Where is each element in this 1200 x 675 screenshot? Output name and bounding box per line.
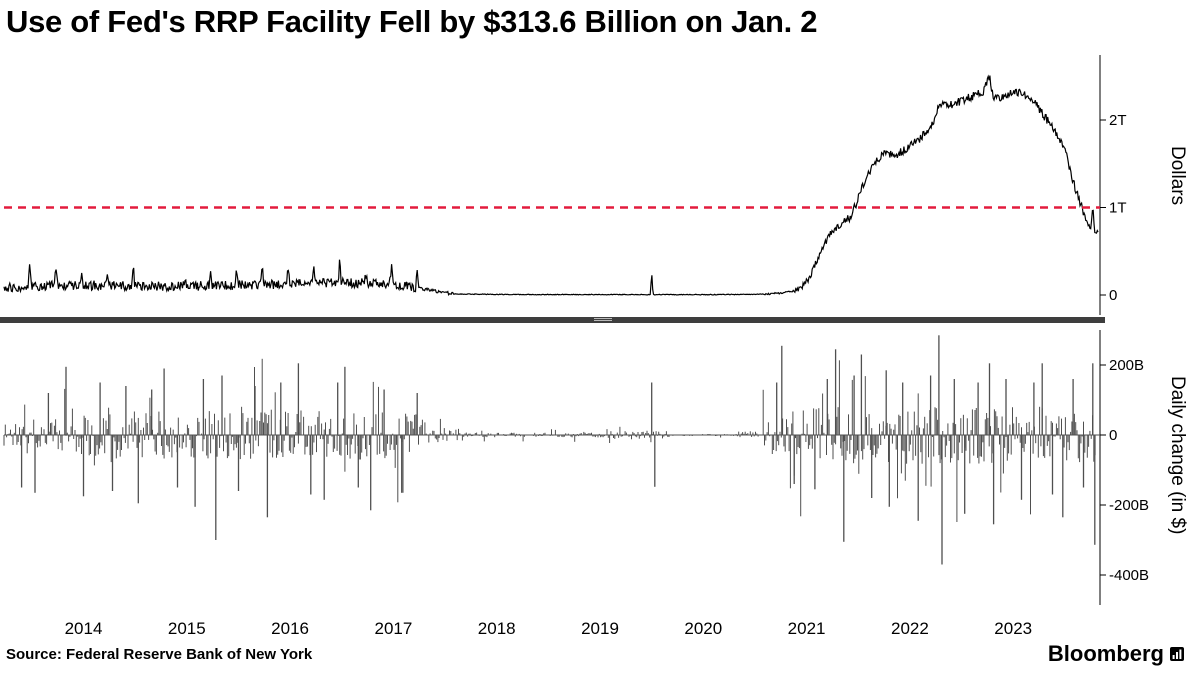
y-tick-label: 2T <box>1109 112 1127 129</box>
y-tick-label: 0 <box>1109 427 1117 444</box>
x-tick-label: 2023 <box>994 619 1032 638</box>
rrp-usage-line <box>3 74 1099 296</box>
x-tick-label: 2014 <box>65 619 103 638</box>
y-tick-label: -400B <box>1109 567 1149 584</box>
x-tick-label: 2019 <box>581 619 619 638</box>
y-tick-label: -200B <box>1109 497 1149 514</box>
x-tick-label: 2016 <box>271 619 309 638</box>
source-credit: Source: Federal Reserve Bank of New York <box>6 646 313 663</box>
y-tick-label: 0 <box>1109 287 1117 304</box>
x-tick-label: 2020 <box>684 619 722 638</box>
pane-divider-handle[interactable] <box>594 318 612 319</box>
x-tick-label: 2017 <box>374 619 412 638</box>
y-axes: 2T 1T 0 200B 0 -200B -400B <box>1099 55 1149 605</box>
y-axis-label-dollars: Dollars <box>1167 146 1188 206</box>
y-tick-label: 1T <box>1109 200 1127 217</box>
y-tick-label: 200B <box>1109 357 1144 374</box>
bloomberg-logo: Bloomberg <box>1048 641 1184 667</box>
y-axis-label-daily-change: Daily change (in $) <box>1167 376 1188 535</box>
bloomberg-terminal-icon <box>1170 647 1184 661</box>
daily-change-bars <box>3 335 1096 565</box>
x-tick-label: 2021 <box>788 619 826 638</box>
x-tick-labels: 2014 2015 2016 2017 2018 2019 2020 2021 2022 2023 <box>65 619 1033 638</box>
x-tick-label: 2022 <box>891 619 929 638</box>
bloomberg-wordmark: Bloomberg <box>1047 641 1164 666</box>
x-tick-label: 2018 <box>478 619 516 638</box>
x-tick-label: 2015 <box>168 619 206 638</box>
chart-title: Use of Fed's RRP Facility Fell by $313.6… <box>6 4 818 39</box>
pane-divider[interactable] <box>0 317 1105 323</box>
